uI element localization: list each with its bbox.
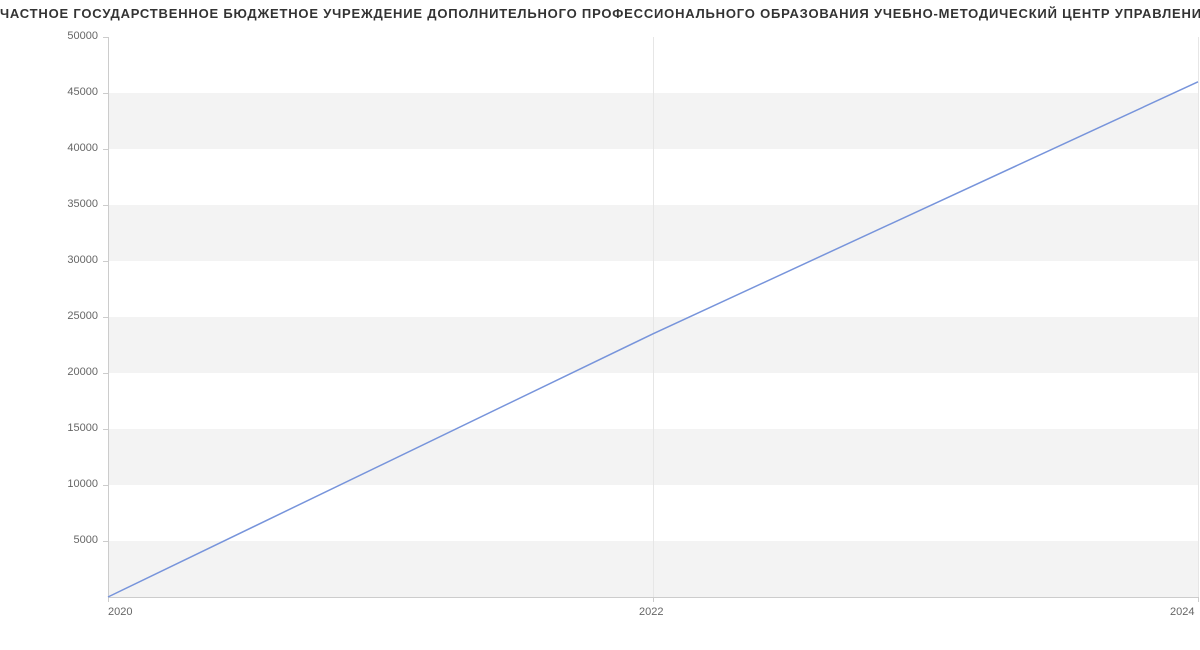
x-tick-label: 2020 bbox=[108, 607, 132, 618]
y-tick-label: 20000 bbox=[38, 367, 98, 378]
chart-title: ЧАСТНОЕ ГОСУДАРСТВЕННОЕ БЮДЖЕТНОЕ УЧРЕЖД… bbox=[0, 6, 1200, 21]
plot-area: 5000100001500020000250003000035000400004… bbox=[108, 37, 1198, 597]
y-tick-label: 50000 bbox=[38, 31, 98, 42]
x-tick-mark bbox=[108, 597, 109, 602]
x-gridline bbox=[1198, 37, 1199, 597]
x-tick-label: 2022 bbox=[639, 607, 663, 618]
y-tick-label: 25000 bbox=[38, 311, 98, 322]
x-tick-mark bbox=[1198, 597, 1199, 602]
y-tick-label: 15000 bbox=[38, 423, 98, 434]
series-line bbox=[108, 82, 1198, 597]
y-tick-label: 45000 bbox=[38, 87, 98, 98]
y-tick-label: 5000 bbox=[38, 535, 98, 546]
x-tick-mark bbox=[653, 597, 654, 602]
y-tick-label: 10000 bbox=[38, 479, 98, 490]
y-tick-label: 40000 bbox=[38, 143, 98, 154]
series-layer bbox=[108, 37, 1198, 597]
y-tick-label: 30000 bbox=[38, 255, 98, 266]
x-tick-label: 2024 bbox=[1170, 607, 1194, 618]
y-tick-label: 35000 bbox=[38, 199, 98, 210]
